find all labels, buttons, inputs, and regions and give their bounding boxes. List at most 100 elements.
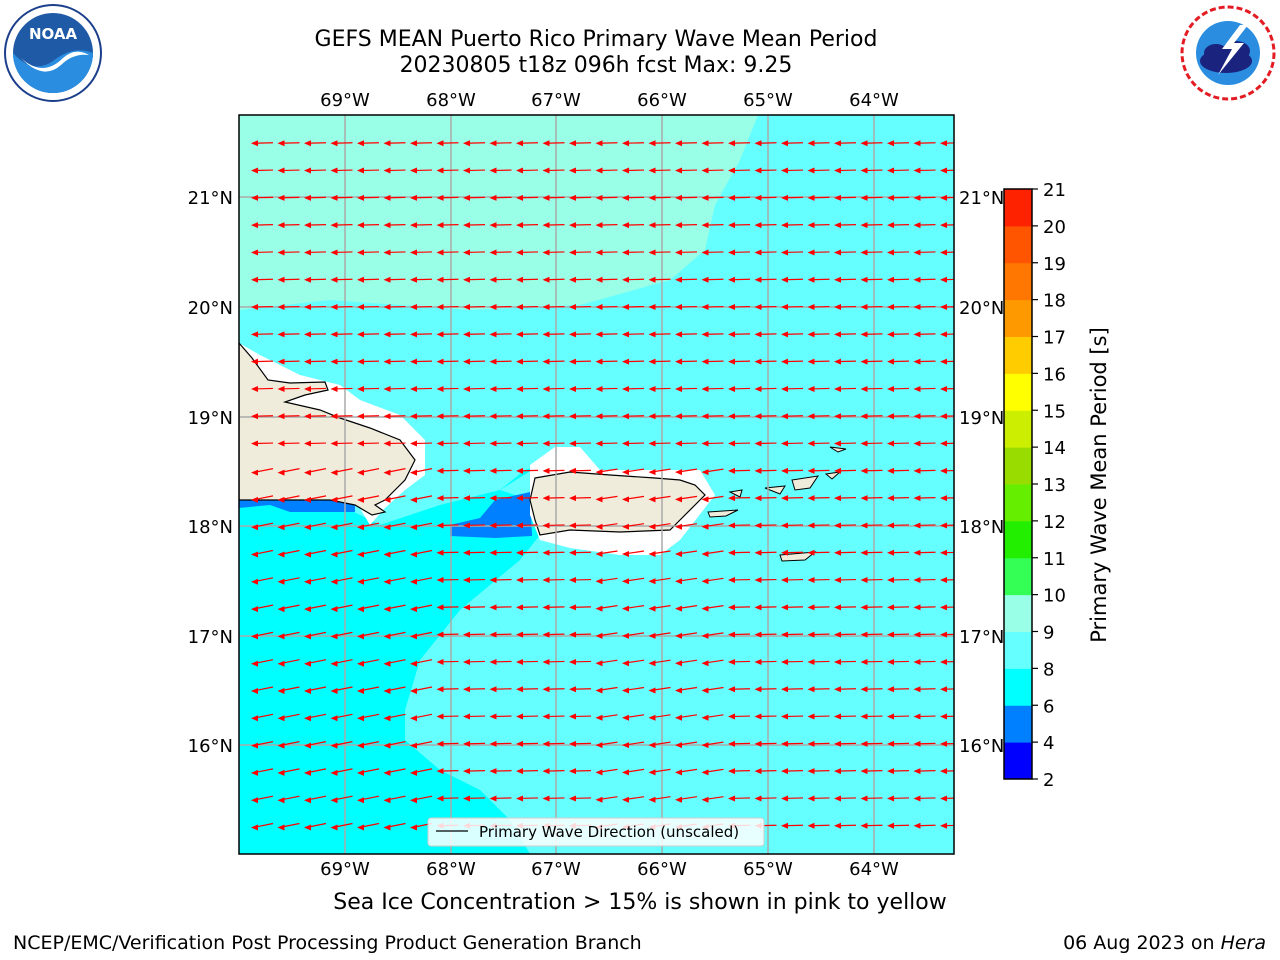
colorbar-segment [1004,557,1032,596]
wave-arrow [754,358,777,365]
wave-arrow [569,768,592,775]
wave-arrow [834,385,857,392]
wave-arrow [330,768,353,776]
wave-arrow [410,468,433,476]
wave-arrow [913,604,936,611]
wave-arrow [834,658,857,665]
wave-arrow [304,249,327,256]
wave-arrow [701,714,724,721]
right-latitude-labels: 21°N 20°N 19°N 18°N 17°N 16°N [959,188,1004,757]
wave-arrow [542,522,565,529]
wave-arrow [940,467,954,474]
wave-arrow [834,822,857,829]
wave-arrow [383,194,406,201]
wave-arrow [595,714,618,721]
wave-arrow [410,631,433,640]
wave-arrow [940,331,954,338]
wave-arrow [781,631,804,638]
wave-arrow [781,304,804,311]
footer-branch: NCEP/EMC/Verification Post Processing Pr… [13,932,642,954]
wave-arrow [489,194,512,201]
wave-arrow [781,795,804,802]
wave-arrow [542,768,565,775]
wave-arrow [754,740,777,747]
wave-arrow [277,659,300,667]
wave-arrow [463,358,486,365]
wave-arrow [489,577,512,584]
wave-arrow [542,467,565,474]
wave-arrow [569,713,592,720]
lon-label-bottom: 66°W [637,859,687,880]
wave-arrow [277,822,300,831]
wave-arrow [357,522,380,531]
wave-arrow [860,222,883,229]
wave-arrow [277,249,300,256]
wave-arrow [489,222,512,229]
lon-label-top: 68°W [426,90,476,111]
wave-arrow [913,713,936,720]
wave-arrow [304,659,327,667]
wave-arrow [489,140,512,147]
wave-arrow [489,795,512,802]
wave-arrow [675,796,698,803]
svg-text:NOAA: NOAA [29,25,78,43]
wave-arrow [754,385,777,392]
wave-arrow [860,358,883,365]
wave-arrow [251,631,274,640]
wave-arrow [940,385,954,392]
map-subtitle: 20230805 t18z 096h fcst Max: 9.25 [399,53,793,78]
wave-arrow [728,658,751,665]
wave-arrow [277,713,300,722]
st-croix-land [779,551,817,562]
wave-arrow [516,631,539,638]
wave-arrow [648,440,671,447]
wave-arrow [887,686,910,693]
colorbar-label: Primary Wave Mean Period [s] [1087,327,1111,643]
wave-arrow [463,795,486,802]
wave-arrow [277,140,300,147]
wave-arrow [304,194,327,201]
wave-arrow [436,440,459,447]
wave-arrow [940,304,954,311]
wave-arrow [595,741,618,749]
wave-arrow [940,577,954,584]
wave-arrow [277,768,300,776]
wave-arrow [834,167,857,174]
wave-arrow [357,413,380,420]
wave-arrow [834,331,857,338]
wave-arrow [675,276,698,283]
wave-arrow [887,549,910,556]
colorbar-segment [1004,742,1032,780]
wave-arrow [940,822,954,829]
wave-arrow [781,549,804,556]
wave-arrow [304,468,327,476]
wave-arrow [463,304,486,311]
wave-arrow [277,358,300,365]
wave-arrow [251,522,274,531]
wave-arrow [569,304,592,311]
lat-label-right: 19°N [959,408,1004,429]
wave-arrow [569,440,592,447]
wave-arrow [781,686,804,693]
wave-arrow [675,495,698,503]
wave-arrow [542,604,565,611]
wave-arrow [489,631,512,638]
wave-arrow [834,304,857,311]
lat-label-left: 18°N [188,517,233,538]
wave-arrow [807,304,830,311]
wave-arrow [251,304,274,311]
wave-arrow [357,167,380,174]
wave-arrow [251,385,274,392]
wave-arrow [622,140,645,147]
wave-arrow [595,768,618,776]
wave-arrow [251,358,274,365]
wave-arrow [489,522,512,529]
wave-arrow [701,276,724,283]
wave-arrow [675,577,698,585]
wave-arrow [913,631,936,638]
wave-arrow [383,604,406,613]
wave-arrow [410,577,433,585]
wave-arrow [807,549,830,556]
wave-arrow [913,222,936,229]
wave-arrow [940,522,954,529]
